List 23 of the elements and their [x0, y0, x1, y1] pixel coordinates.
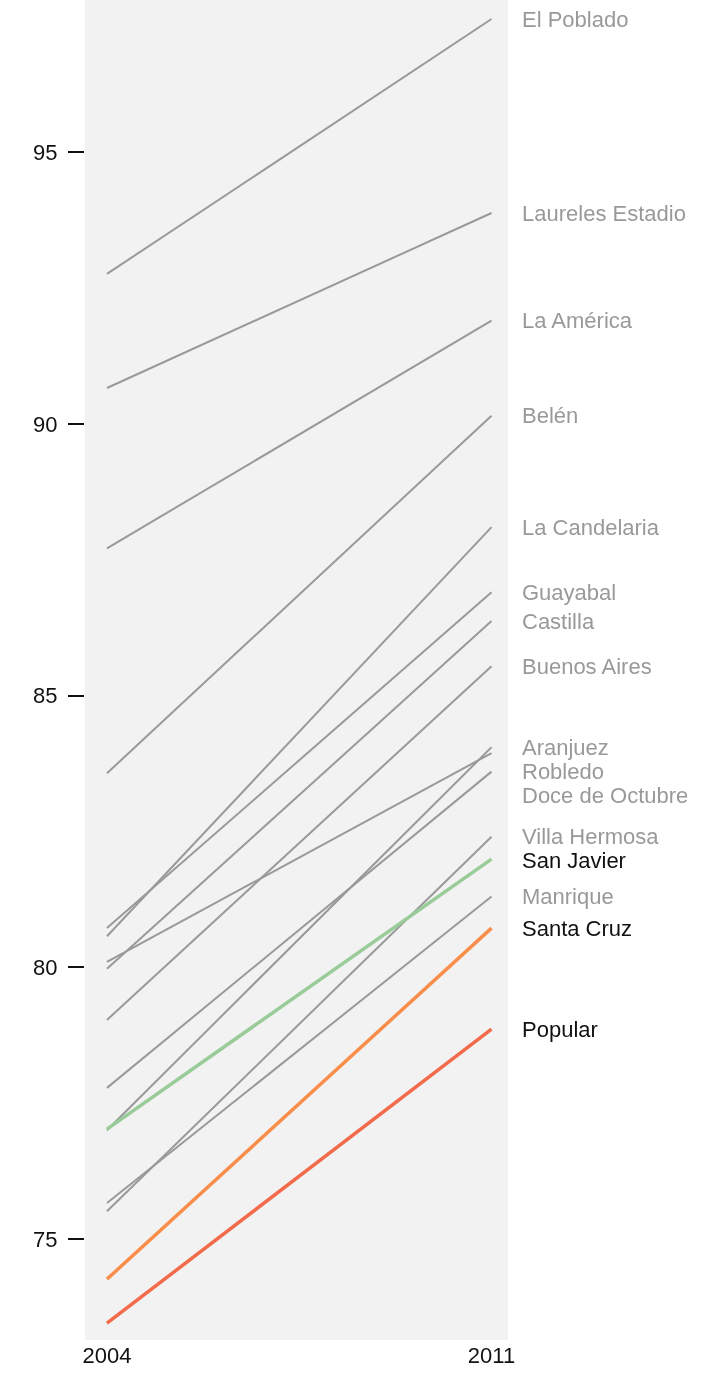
series-label: Laureles Estadio — [522, 201, 686, 226]
series-label: Doce de Octubre — [522, 783, 689, 808]
x-tick-label: 2011 — [467, 1343, 516, 1368]
series-label: El Poblado — [522, 7, 629, 32]
series-label: Aranjuez — [522, 735, 609, 760]
y-tick-label: 75 — [33, 1226, 58, 1252]
y-tick-label: 80 — [33, 954, 58, 980]
series-label: Villa Hermosa — [522, 824, 660, 849]
series-label: La América — [522, 308, 633, 333]
series-label: Guayabal — [522, 580, 617, 605]
series-label: Belén — [522, 403, 579, 428]
series-label: Robledo — [522, 759, 604, 784]
y-tick-label: 85 — [33, 683, 58, 709]
series-label: Manrique — [522, 884, 614, 909]
x-tick-label: 2004 — [82, 1343, 132, 1368]
series-label: Santa Cruz — [522, 916, 633, 941]
y-tick-label: 90 — [33, 411, 58, 437]
y-tick-label: 95 — [33, 139, 58, 165]
series-label: Buenos Aires — [522, 654, 652, 679]
series-label: San Javier — [522, 848, 626, 873]
series-label: Castilla — [522, 609, 595, 634]
series-label: Popular — [522, 1017, 598, 1042]
series-label: La Candelaria — [522, 515, 660, 540]
